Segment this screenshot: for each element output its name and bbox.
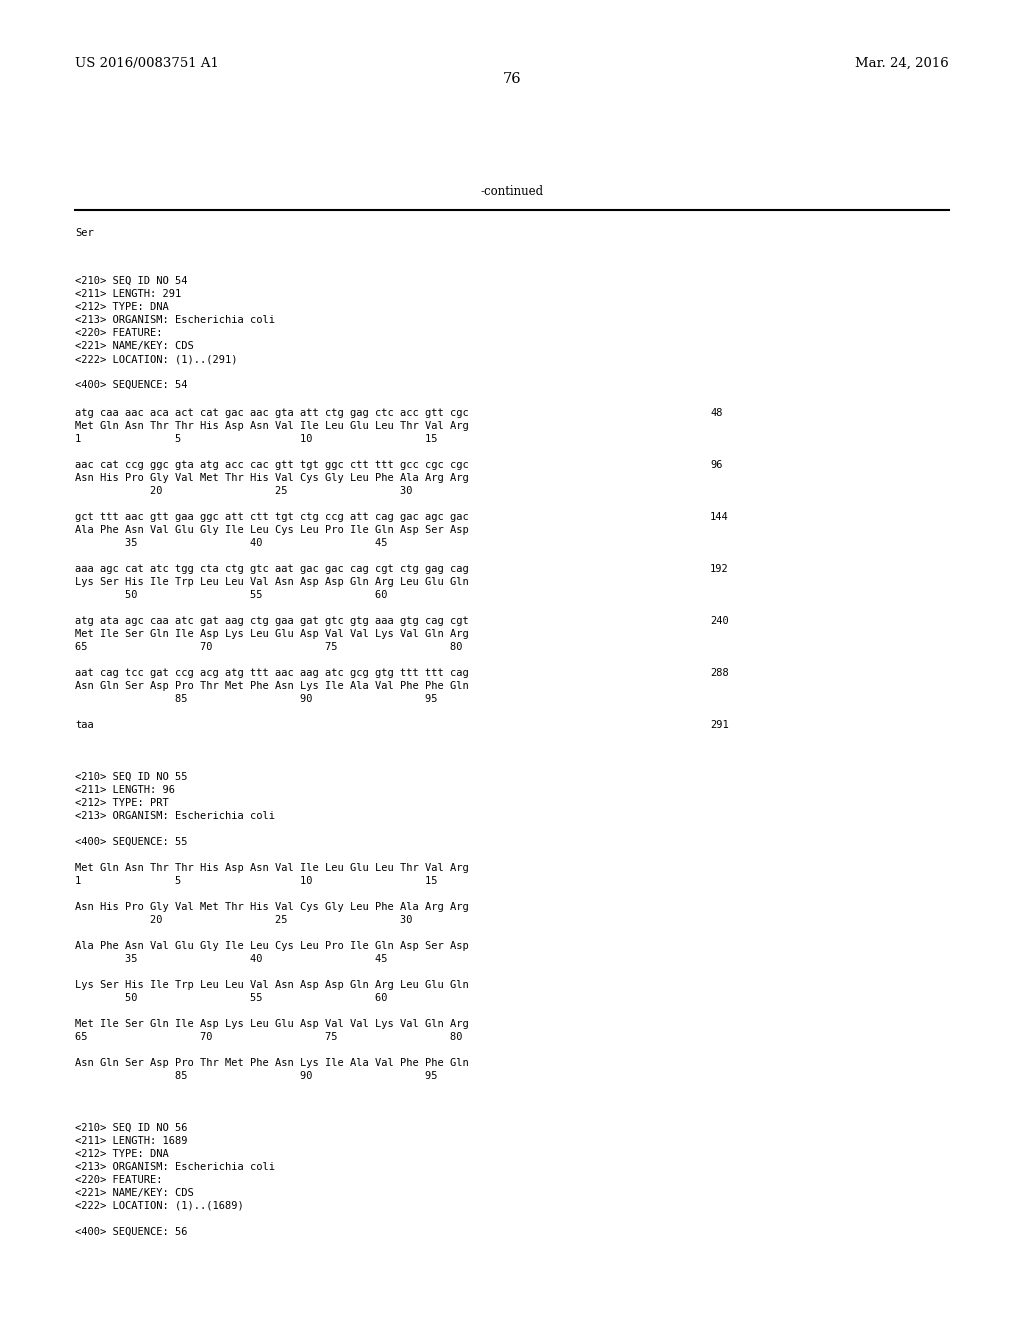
Text: Asn His Pro Gly Val Met Thr His Val Cys Gly Leu Phe Ala Arg Arg: Asn His Pro Gly Val Met Thr His Val Cys … (75, 902, 469, 912)
Text: <222> LOCATION: (1)..(1689): <222> LOCATION: (1)..(1689) (75, 1201, 244, 1210)
Text: <221> NAME/KEY: CDS: <221> NAME/KEY: CDS (75, 341, 194, 351)
Text: <211> LENGTH: 1689: <211> LENGTH: 1689 (75, 1137, 187, 1146)
Text: 85                  90                  95: 85 90 95 (75, 1071, 437, 1081)
Text: <211> LENGTH: 291: <211> LENGTH: 291 (75, 289, 181, 300)
Text: <211> LENGTH: 96: <211> LENGTH: 96 (75, 785, 175, 795)
Text: <213> ORGANISM: Escherichia coli: <213> ORGANISM: Escherichia coli (75, 1162, 275, 1172)
Text: 20                  25                  30: 20 25 30 (75, 486, 413, 496)
Text: Mar. 24, 2016: Mar. 24, 2016 (855, 57, 949, 70)
Text: Met Gln Asn Thr Thr His Asp Asn Val Ile Leu Glu Leu Thr Val Arg: Met Gln Asn Thr Thr His Asp Asn Val Ile … (75, 421, 469, 432)
Text: <210> SEQ ID NO 55: <210> SEQ ID NO 55 (75, 772, 187, 781)
Text: <212> TYPE: DNA: <212> TYPE: DNA (75, 302, 169, 312)
Text: <400> SEQUENCE: 55: <400> SEQUENCE: 55 (75, 837, 187, 847)
Text: aat cag tcc gat ccg acg atg ttt aac aag atc gcg gtg ttt ttt cag: aat cag tcc gat ccg acg atg ttt aac aag … (75, 668, 469, 678)
Text: 20                  25                  30: 20 25 30 (75, 915, 413, 925)
Text: -continued: -continued (480, 185, 544, 198)
Text: <210> SEQ ID NO 54: <210> SEQ ID NO 54 (75, 276, 187, 286)
Text: 50                  55                  60: 50 55 60 (75, 993, 387, 1003)
Text: <222> LOCATION: (1)..(291): <222> LOCATION: (1)..(291) (75, 354, 238, 364)
Text: 35                  40                  45: 35 40 45 (75, 954, 387, 964)
Text: 291: 291 (710, 719, 729, 730)
Text: Met Ile Ser Gln Ile Asp Lys Leu Glu Asp Val Val Lys Val Gln Arg: Met Ile Ser Gln Ile Asp Lys Leu Glu Asp … (75, 630, 469, 639)
Text: aaa agc cat atc tgg cta ctg gtc aat gac gac cag cgt ctg gag cag: aaa agc cat atc tgg cta ctg gtc aat gac … (75, 564, 469, 574)
Text: Asn Gln Ser Asp Pro Thr Met Phe Asn Lys Ile Ala Val Phe Phe Gln: Asn Gln Ser Asp Pro Thr Met Phe Asn Lys … (75, 1059, 469, 1068)
Text: <213> ORGANISM: Escherichia coli: <213> ORGANISM: Escherichia coli (75, 315, 275, 325)
Text: 35                  40                  45: 35 40 45 (75, 539, 387, 548)
Text: Lys Ser His Ile Trp Leu Leu Val Asn Asp Asp Gln Arg Leu Glu Gln: Lys Ser His Ile Trp Leu Leu Val Asn Asp … (75, 577, 469, 587)
Text: 76: 76 (503, 73, 521, 86)
Text: Lys Ser His Ile Trp Leu Leu Val Asn Asp Asp Gln Arg Leu Glu Gln: Lys Ser His Ile Trp Leu Leu Val Asn Asp … (75, 979, 469, 990)
Text: <212> TYPE: PRT: <212> TYPE: PRT (75, 799, 169, 808)
Text: taa: taa (75, 719, 94, 730)
Text: Asn His Pro Gly Val Met Thr His Val Cys Gly Leu Phe Ala Arg Arg: Asn His Pro Gly Val Met Thr His Val Cys … (75, 473, 469, 483)
Text: aac cat ccg ggc gta atg acc cac gtt tgt ggc ctt ttt gcc cgc cgc: aac cat ccg ggc gta atg acc cac gtt tgt … (75, 459, 469, 470)
Text: US 2016/0083751 A1: US 2016/0083751 A1 (75, 57, 219, 70)
Text: <220> FEATURE:: <220> FEATURE: (75, 1175, 163, 1185)
Text: 85                  90                  95: 85 90 95 (75, 694, 437, 704)
Text: atg caa aac aca act cat gac aac gta att ctg gag ctc acc gtt cgc: atg caa aac aca act cat gac aac gta att … (75, 408, 469, 418)
Text: 50                  55                  60: 50 55 60 (75, 590, 387, 601)
Text: 65                  70                  75                  80: 65 70 75 80 (75, 642, 463, 652)
Text: atg ata agc caa atc gat aag ctg gaa gat gtc gtg aaa gtg cag cgt: atg ata agc caa atc gat aag ctg gaa gat … (75, 616, 469, 626)
Text: <220> FEATURE:: <220> FEATURE: (75, 327, 163, 338)
Text: 192: 192 (710, 564, 729, 574)
Text: 1               5                   10                  15: 1 5 10 15 (75, 876, 437, 886)
Text: <400> SEQUENCE: 54: <400> SEQUENCE: 54 (75, 380, 187, 389)
Text: Met Ile Ser Gln Ile Asp Lys Leu Glu Asp Val Val Lys Val Gln Arg: Met Ile Ser Gln Ile Asp Lys Leu Glu Asp … (75, 1019, 469, 1030)
Text: 288: 288 (710, 668, 729, 678)
Text: Asn Gln Ser Asp Pro Thr Met Phe Asn Lys Ile Ala Val Phe Phe Gln: Asn Gln Ser Asp Pro Thr Met Phe Asn Lys … (75, 681, 469, 690)
Text: 1               5                   10                  15: 1 5 10 15 (75, 434, 437, 444)
Text: Met Gln Asn Thr Thr His Asp Asn Val Ile Leu Glu Leu Thr Val Arg: Met Gln Asn Thr Thr His Asp Asn Val Ile … (75, 863, 469, 873)
Text: 65                  70                  75                  80: 65 70 75 80 (75, 1032, 463, 1041)
Text: Ala Phe Asn Val Glu Gly Ile Leu Cys Leu Pro Ile Gln Asp Ser Asp: Ala Phe Asn Val Glu Gly Ile Leu Cys Leu … (75, 525, 469, 535)
Text: <213> ORGANISM: Escherichia coli: <213> ORGANISM: Escherichia coli (75, 810, 275, 821)
Text: gct ttt aac gtt gaa ggc att ctt tgt ctg ccg att cag gac agc gac: gct ttt aac gtt gaa ggc att ctt tgt ctg … (75, 512, 469, 521)
Text: Ser: Ser (75, 228, 94, 238)
Text: <221> NAME/KEY: CDS: <221> NAME/KEY: CDS (75, 1188, 194, 1199)
Text: 96: 96 (710, 459, 723, 470)
Text: Ala Phe Asn Val Glu Gly Ile Leu Cys Leu Pro Ile Gln Asp Ser Asp: Ala Phe Asn Val Glu Gly Ile Leu Cys Leu … (75, 941, 469, 950)
Text: <210> SEQ ID NO 56: <210> SEQ ID NO 56 (75, 1123, 187, 1133)
Text: 144: 144 (710, 512, 729, 521)
Text: <212> TYPE: DNA: <212> TYPE: DNA (75, 1148, 169, 1159)
Text: 48: 48 (710, 408, 723, 418)
Text: 240: 240 (710, 616, 729, 626)
Text: <400> SEQUENCE: 56: <400> SEQUENCE: 56 (75, 1228, 187, 1237)
